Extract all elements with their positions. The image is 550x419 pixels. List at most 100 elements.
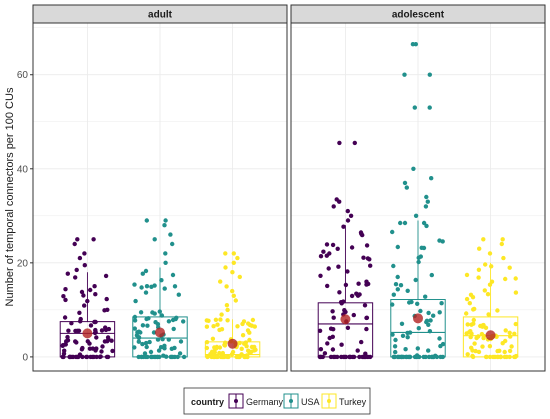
outlier-point — [91, 237, 96, 242]
data-point — [361, 255, 366, 260]
data-point — [331, 315, 336, 320]
data-point — [218, 317, 223, 322]
data-point — [132, 326, 137, 331]
data-point — [419, 245, 424, 250]
data-point — [512, 331, 517, 336]
data-point — [139, 285, 144, 290]
outlier-point — [219, 312, 224, 317]
outlier-point — [163, 251, 168, 256]
data-point — [335, 246, 340, 251]
data-point — [66, 328, 71, 333]
data-point — [502, 349, 507, 355]
data-point — [144, 284, 150, 289]
data-point — [405, 335, 410, 340]
data-point — [133, 298, 138, 304]
data-point — [210, 336, 216, 341]
data-point — [393, 337, 398, 343]
data-point — [507, 330, 512, 335]
data-point — [471, 317, 476, 323]
data-point — [105, 335, 111, 340]
outlier-point — [500, 237, 505, 242]
data-point — [364, 315, 369, 321]
data-point — [60, 343, 66, 348]
mean-marker-turkey — [227, 338, 238, 349]
mean-marker-turkey — [485, 330, 496, 341]
data-point — [92, 284, 97, 289]
data-point — [151, 330, 157, 335]
legend-key-germany — [228, 393, 244, 409]
outlier-point — [77, 255, 83, 261]
data-point — [178, 339, 184, 344]
data-point — [476, 349, 482, 355]
data-point — [416, 326, 421, 331]
outlier-point — [487, 251, 493, 256]
outlier-point — [404, 185, 409, 190]
data-point — [217, 345, 223, 350]
box-germany — [59, 321, 116, 358]
data-point — [247, 330, 252, 335]
data-point — [507, 265, 512, 270]
data-point — [223, 340, 228, 345]
data-point — [356, 281, 361, 286]
data-point — [103, 325, 108, 330]
data-point — [93, 348, 98, 353]
data-point — [476, 275, 481, 280]
data-point — [364, 326, 369, 332]
facet-label-adolescent: adolescent — [392, 10, 445, 21]
data-point — [106, 326, 112, 332]
outlier-point — [223, 251, 228, 256]
outlier-point — [152, 237, 157, 242]
box-usa — [390, 299, 446, 358]
data-point — [364, 279, 369, 284]
data-point — [330, 242, 336, 248]
data-point — [513, 276, 518, 281]
data-point — [142, 351, 148, 356]
data-point — [247, 337, 252, 343]
outlier-point — [82, 251, 87, 256]
data-point — [330, 347, 336, 352]
data-point — [399, 321, 405, 326]
data-point — [495, 308, 500, 313]
marks-adolescent — [317, 42, 519, 360]
data-point — [509, 344, 514, 349]
data-point — [63, 297, 68, 303]
data-point — [482, 288, 487, 293]
data-point — [343, 282, 349, 288]
data-point — [468, 292, 474, 297]
data-point — [169, 346, 174, 351]
data-point — [249, 349, 254, 354]
data-point — [468, 329, 473, 334]
outlier-point — [225, 307, 230, 313]
data-point — [225, 318, 230, 323]
data-point — [402, 220, 408, 226]
data-point — [349, 245, 355, 250]
data-point — [426, 310, 431, 316]
data-point — [429, 272, 434, 278]
outlier-point — [345, 208, 350, 214]
data-point — [181, 319, 186, 324]
data-point — [100, 344, 105, 349]
jitter-points-turkey — [464, 237, 519, 360]
y-axis-title: Number of temporal connectors per 100 CU… — [4, 87, 16, 306]
data-point — [148, 349, 154, 355]
data-point — [513, 321, 518, 327]
data-point — [253, 347, 258, 352]
data-point — [73, 275, 78, 280]
data-point — [244, 344, 249, 349]
box-germany — [317, 302, 374, 358]
data-point — [80, 345, 85, 351]
data-point — [214, 346, 219, 351]
data-point — [464, 296, 470, 302]
data-point — [77, 310, 82, 315]
panel-border-adolescent — [290, 22, 546, 372]
data-point — [393, 282, 399, 287]
data-point — [61, 294, 66, 299]
data-point — [359, 339, 364, 345]
data-point — [437, 336, 442, 341]
data-point — [87, 341, 92, 346]
facet-adolescent: adolescent — [290, 4, 546, 372]
facet-adult: adult — [32, 4, 288, 372]
outlier-point — [144, 218, 149, 223]
data-point — [431, 313, 436, 318]
data-point — [357, 292, 362, 297]
